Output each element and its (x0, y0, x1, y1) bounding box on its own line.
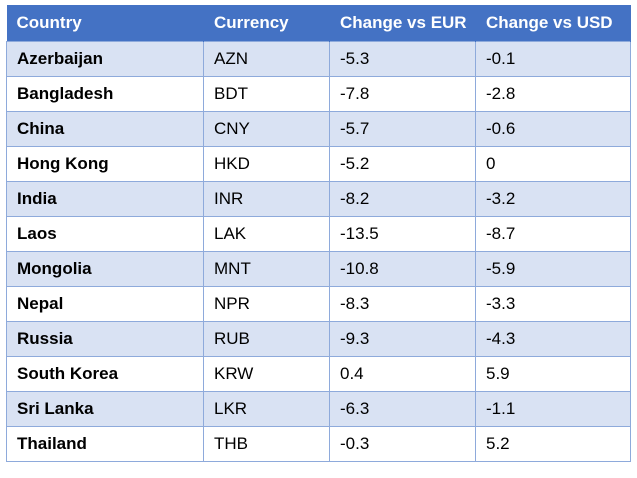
cell-currency: RUB (203, 320, 330, 356)
header-row: Country Currency Change vs EUR Change vs… (6, 5, 631, 41)
cell-change-vs-usd: 5.9 (475, 355, 631, 391)
cell-currency: MNT (203, 250, 330, 286)
cell-change-vs-eur: -0.3 (329, 425, 476, 462)
header-change-vs-eur: Change vs EUR (329, 5, 476, 41)
cell-change-vs-eur: -10.8 (329, 250, 476, 286)
cell-change-vs-eur: -8.3 (329, 285, 476, 321)
cell-change-vs-eur: -5.2 (329, 145, 476, 181)
cell-currency: THB (203, 425, 330, 462)
table-row: Laos LAK -13.5 -8.7 (6, 215, 631, 251)
cell-country: Nepal (6, 285, 204, 321)
table-header: Country Currency Change vs EUR Change vs… (6, 5, 631, 41)
cell-change-vs-eur: -6.3 (329, 390, 476, 426)
cell-change-vs-eur: -9.3 (329, 320, 476, 356)
table-row: Bangladesh BDT -7.8 -2.8 (6, 75, 631, 111)
cell-currency: BDT (203, 75, 330, 111)
cell-change-vs-usd: -5.9 (475, 250, 631, 286)
table-row: Azerbaijan AZN -5.3 -0.1 (6, 40, 631, 76)
cell-country: India (6, 180, 204, 216)
cell-change-vs-usd: -0.6 (475, 110, 631, 146)
cell-change-vs-usd: -1.1 (475, 390, 631, 426)
cell-country: Russia (6, 320, 204, 356)
header-currency: Currency (203, 5, 330, 41)
cell-currency: LKR (203, 390, 330, 426)
cell-country: China (6, 110, 204, 146)
table-row: India INR -8.2 -3.2 (6, 180, 631, 216)
cell-change-vs-usd: -4.3 (475, 320, 631, 356)
header-change-vs-usd: Change vs USD (475, 5, 631, 41)
cell-country: Hong Kong (6, 145, 204, 181)
cell-currency: HKD (203, 145, 330, 181)
cell-change-vs-usd: 0 (475, 145, 631, 181)
cell-currency: NPR (203, 285, 330, 321)
table-body: Azerbaijan AZN -5.3 -0.1 Bangladesh BDT -7.8 -2… (6, 40, 631, 462)
cell-country: Thailand (6, 425, 204, 462)
currency-change-table: Country Currency Change vs EUR Change vs… (6, 5, 631, 462)
cell-change-vs-usd: -3.3 (475, 285, 631, 321)
table-row: Hong Kong HKD -5.2 0 (6, 145, 631, 181)
header-country: Country (6, 5, 204, 41)
cell-country: Azerbaijan (6, 40, 204, 76)
table-row: South Korea KRW 0.4 5.9 (6, 355, 631, 391)
table-row: Russia RUB -9.3 -4.3 (6, 320, 631, 356)
table-row: Thailand THB -0.3 5.2 (6, 425, 631, 462)
cell-currency: AZN (203, 40, 330, 76)
cell-country: Laos (6, 215, 204, 251)
cell-change-vs-usd: -3.2 (475, 180, 631, 216)
cell-country: Mongolia (6, 250, 204, 286)
cell-currency: LAK (203, 215, 330, 251)
cell-change-vs-eur: -5.3 (329, 40, 476, 76)
cell-change-vs-usd: 5.2 (475, 425, 631, 462)
cell-change-vs-usd: -2.8 (475, 75, 631, 111)
cell-change-vs-eur: -13.5 (329, 215, 476, 251)
table-row: Mongolia MNT -10.8 -5.9 (6, 250, 631, 286)
cell-change-vs-eur: 0.4 (329, 355, 476, 391)
table-row: Nepal NPR -8.3 -3.3 (6, 285, 631, 321)
cell-country: Sri Lanka (6, 390, 204, 426)
table-row: China CNY -5.7 -0.6 (6, 110, 631, 146)
cell-currency: CNY (203, 110, 330, 146)
cell-country: Bangladesh (6, 75, 204, 111)
cell-change-vs-eur: -5.7 (329, 110, 476, 146)
cell-change-vs-usd: -8.7 (475, 215, 631, 251)
cell-change-vs-eur: -7.8 (329, 75, 476, 111)
cell-change-vs-usd: -0.1 (475, 40, 631, 76)
cell-country: South Korea (6, 355, 204, 391)
cell-change-vs-eur: -8.2 (329, 180, 476, 216)
cell-currency: KRW (203, 355, 330, 391)
table-row: Sri Lanka LKR -6.3 -1.1 (6, 390, 631, 426)
currency-change-table-container: Country Currency Change vs EUR Change vs… (6, 5, 631, 462)
cell-currency: INR (203, 180, 330, 216)
